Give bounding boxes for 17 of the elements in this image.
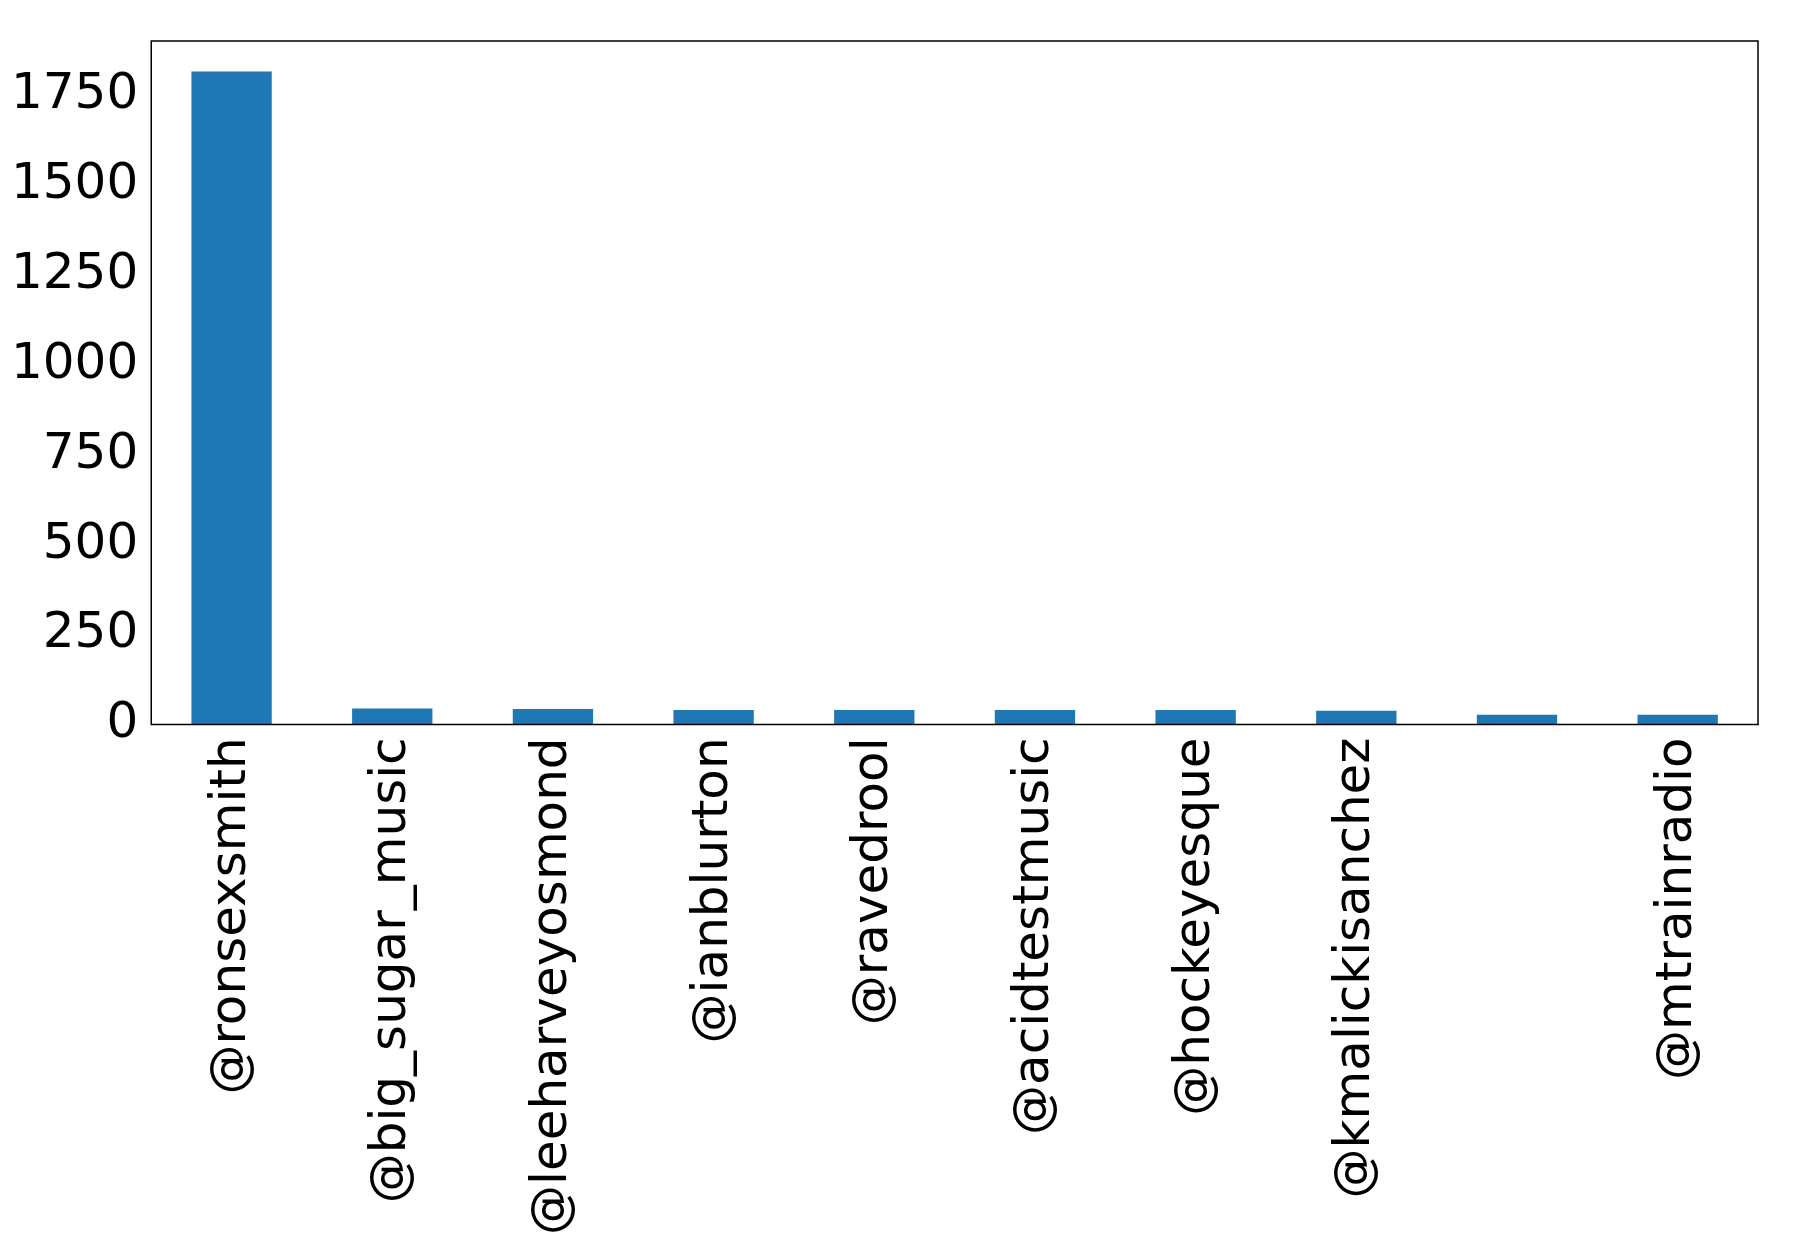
y-tick-label: 1250 — [11, 241, 139, 300]
y-tick-label: 500 — [42, 511, 139, 570]
y-tick-label: 750 — [42, 421, 139, 480]
x-tick-label: @leeharveyosmond — [519, 737, 578, 1235]
x-tick-label: @ianblurton — [680, 737, 739, 1044]
y-tick-label: 1750 — [11, 61, 139, 120]
x-tick-label: @kmalickisanchez — [1323, 737, 1382, 1199]
y-tick-label: 0 — [106, 691, 139, 750]
x-tick-label: @hockeyesque — [1162, 737, 1221, 1116]
x-tick-label: @ravedrool — [841, 737, 900, 1026]
x-tick-label: @mtrainradio — [1644, 737, 1703, 1080]
y-tick-label: 250 — [42, 601, 139, 660]
x-tick-label: @ronsexsmith — [198, 737, 257, 1095]
x-tick-label: @acidtestmusic — [1001, 737, 1060, 1135]
x-tick-label: @big_sugar_music — [359, 737, 418, 1204]
y-tick-label: 1500 — [11, 151, 139, 210]
y-tick-label: 1000 — [11, 331, 139, 390]
